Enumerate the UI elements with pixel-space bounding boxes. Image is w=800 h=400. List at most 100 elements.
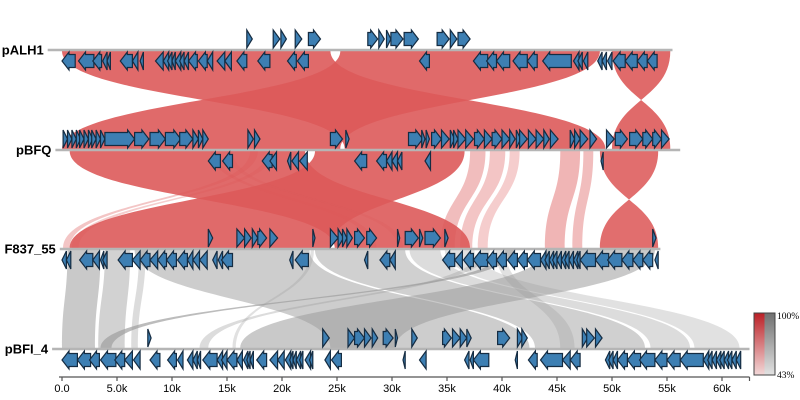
gene-arrow [449,129,456,149]
gene-arrow [453,129,459,149]
gene-arrow [485,50,498,72]
gene-arrow [390,28,404,50]
gene-arrow [442,327,453,349]
gene-arrow [114,349,126,371]
gene-arrow [501,128,511,150]
gene-arrow [102,250,108,270]
gene-arrow [594,249,610,271]
track-label-F837_55: F837_55 [4,242,55,257]
gene-arrow [149,128,167,150]
legend-red-gradient [754,313,765,375]
gene-arrow [165,249,177,271]
gene-arrow [119,50,133,72]
gene-arrow [269,227,279,249]
axis-tick-label: 30k [383,383,401,395]
gene-arrow [371,326,379,350]
gene-arrow [276,349,285,371]
gene-arrow [418,50,430,72]
gene-arrow [440,128,450,150]
gene-arrow [307,28,322,50]
gene-arrow [526,50,538,72]
gene-arrow [421,129,426,149]
gene-arrow [459,327,468,349]
gene-arrow [660,128,670,150]
axis-tick-label: 20k [273,383,291,395]
gene-arrow [626,349,642,371]
gene-arrow [638,349,656,371]
gene-arrow [134,128,150,150]
gene-arrow [294,28,303,50]
gene-arrow [83,129,90,149]
gene-arrow [601,51,608,71]
axis-tick-label: 35k [438,383,456,395]
axis-tick-label: 10k [163,383,181,395]
gene-arrow [337,226,345,250]
gene-arrow [527,349,538,371]
gene-arrow [579,128,589,150]
gene-arrow [202,127,210,151]
gene-arrow [249,350,254,370]
gene-arrow [594,327,603,349]
gene-arrow [192,350,198,370]
axis-tick-label: 50k [603,383,621,395]
gene-arrow [614,128,629,150]
gene-arrow [577,51,583,71]
homology-ribbon [495,250,575,348]
gene-arrow [330,349,342,371]
gene-arrow [224,50,232,72]
gene-arrow [378,27,386,51]
gene-arrow [75,129,82,149]
gene-arrow [247,127,255,151]
gene-arrow [457,128,467,150]
track-genes-pBFQ [62,127,670,173]
gene-arrow [389,248,396,272]
gene-arrow [286,50,297,72]
gene-arrow [286,151,292,171]
gene-arrow [354,327,366,349]
gene-arrow [147,328,152,348]
track-label-pBFQ: pBFQ [16,143,51,158]
gene-arrow [394,328,399,348]
homology-ribbon [71,151,275,248]
gene-arrow [139,51,144,71]
x-axis: 0.0 5.0k 10k 15k 20k 25k 30k 35k 40k 45k 50k 55k 60k [54,376,751,395]
gene-arrow [367,28,379,50]
gene-arrow [654,349,668,371]
gene-arrow [518,128,529,150]
gene-arrow [586,327,596,349]
gene-arrow [347,327,356,349]
homology-ribbon [240,250,655,348]
legend-max-label: 100% [777,312,799,322]
gene-arrow [506,249,519,271]
gene-arrow [207,150,221,172]
gene-arrow [451,327,461,349]
gene-arrow [166,349,177,371]
axis-tick-label: 0.0 [54,383,69,395]
gene-arrow [561,349,571,371]
identity-legend: 100% 43% [753,312,799,381]
gene-arrow [521,326,529,350]
gene-arrow [516,249,528,271]
gene-arrow [616,349,629,371]
homology-ribbon [477,151,520,248]
gene-arrow [366,227,378,249]
gene-arrow [294,249,309,271]
homology-ribbon [63,151,258,248]
gene-arrow [541,50,572,72]
gene-arrow [379,249,391,271]
track-genes-F837_55 [61,226,659,272]
gene-arrow [117,249,133,271]
gene-arrow [444,228,449,248]
gene-arrow [539,349,564,371]
gene-arrow [324,348,331,372]
axis-tick-label: 25k [328,383,346,395]
gene-arrow [436,28,450,50]
homology-ribbon [62,51,600,149]
gene-arrow [354,227,366,249]
gene-arrow [573,127,581,151]
gene-arrow [472,349,490,371]
gene-arrow [403,28,420,50]
gene-arrow [642,128,654,150]
gene-arrow [99,349,117,371]
gene-arrow [646,50,658,72]
